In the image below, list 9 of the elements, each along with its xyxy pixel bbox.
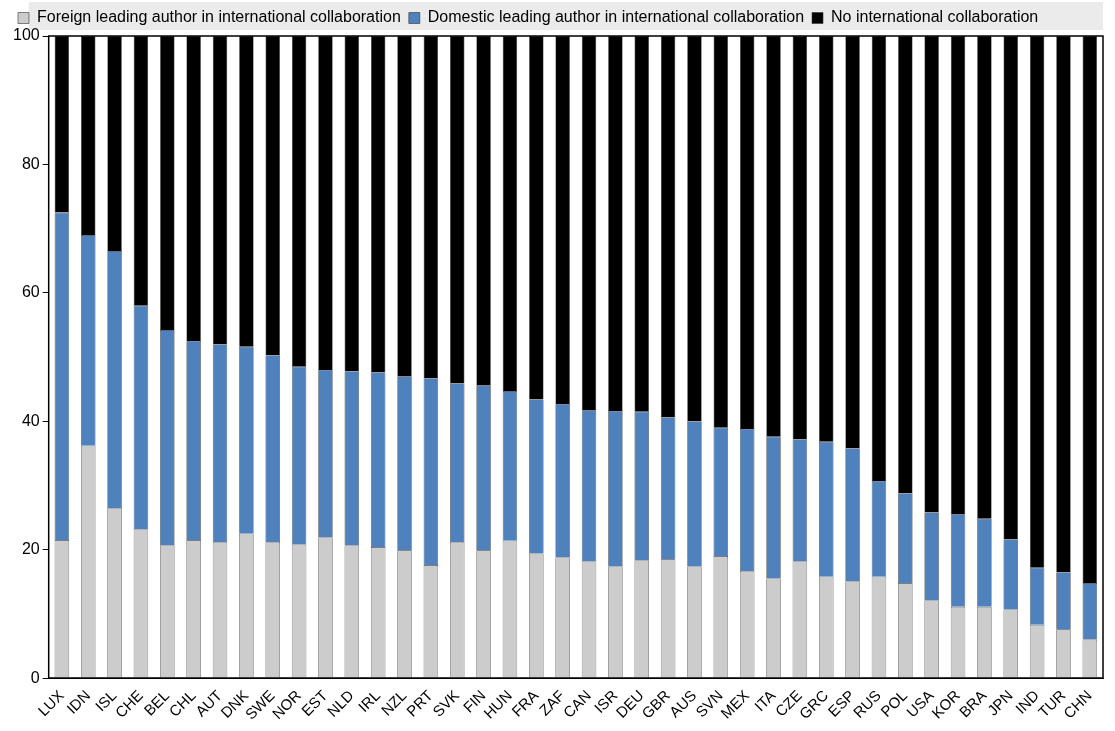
y-tick-label: 80 xyxy=(21,154,40,172)
legend-label: Domestic leading author in international collaboration xyxy=(427,8,805,26)
y-tick-label: 60 xyxy=(21,283,40,301)
legend-label: Foreign leading author in international collaboration xyxy=(37,8,401,26)
y-tick-label: 0 xyxy=(30,668,40,686)
y-tick-label: 40 xyxy=(21,411,40,429)
legend-label: No international collaboration xyxy=(831,8,1039,26)
y-tick-label: 20 xyxy=(21,540,40,558)
y-tick-label: 100 xyxy=(12,26,40,44)
